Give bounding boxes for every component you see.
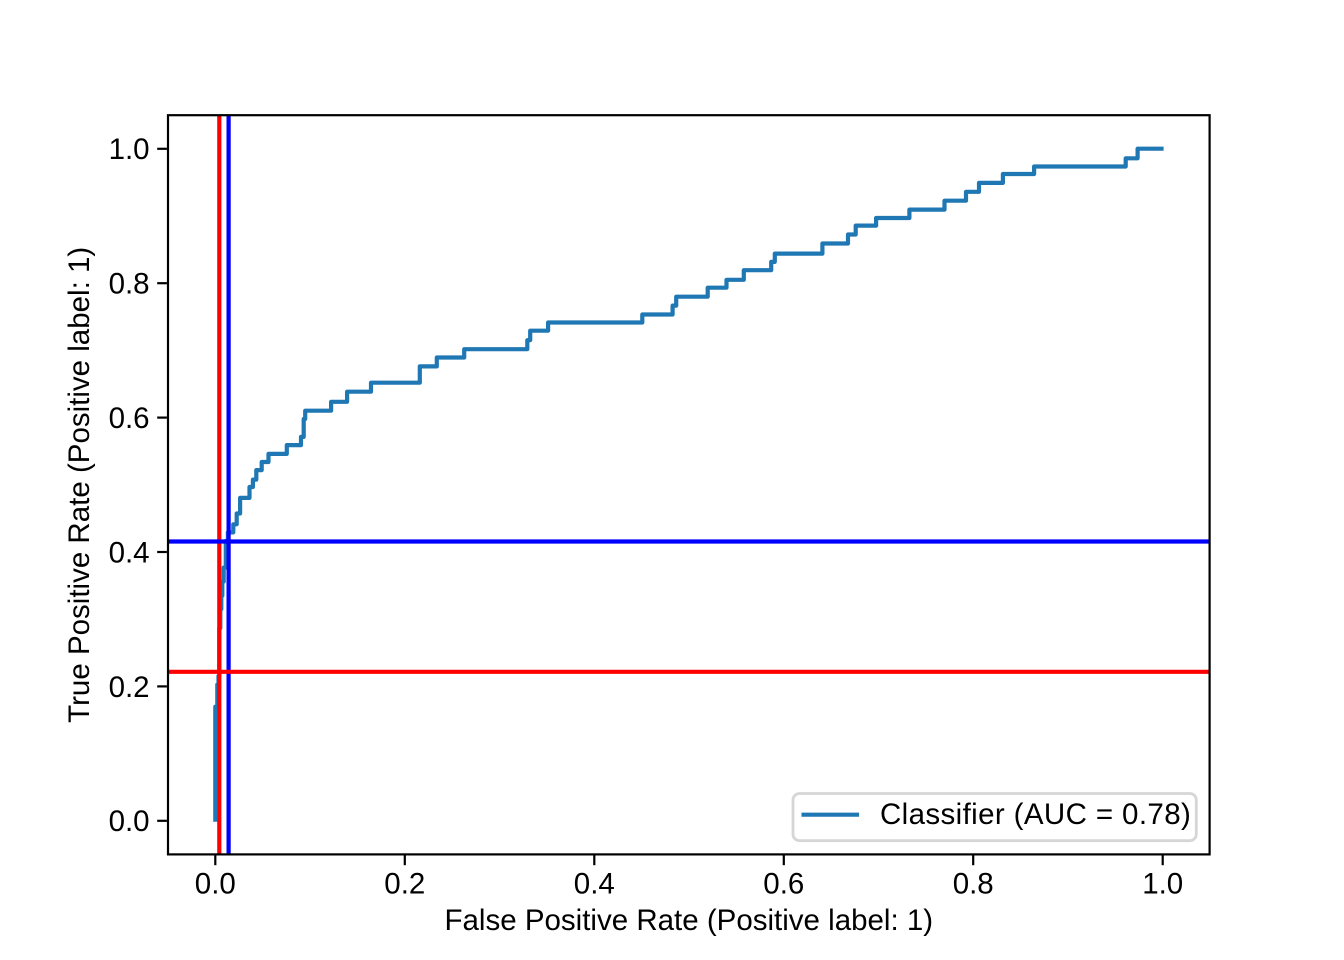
svg-text:1.0: 1.0 bbox=[109, 133, 150, 166]
svg-text:False Positive Rate (Positive: False Positive Rate (Positive label: 1) bbox=[445, 904, 934, 937]
svg-text:0.6: 0.6 bbox=[763, 868, 804, 901]
svg-text:0.8: 0.8 bbox=[953, 868, 994, 901]
svg-text:0.2: 0.2 bbox=[384, 868, 425, 901]
svg-text:0.4: 0.4 bbox=[574, 868, 615, 901]
svg-text:Classifier (AUC = 0.78): Classifier (AUC = 0.78) bbox=[880, 798, 1191, 831]
svg-text:0.0: 0.0 bbox=[109, 805, 150, 838]
svg-text:0.6: 0.6 bbox=[109, 402, 150, 435]
svg-text:1.0: 1.0 bbox=[1142, 868, 1183, 901]
svg-text:0.2: 0.2 bbox=[109, 671, 150, 704]
svg-text:0.4: 0.4 bbox=[109, 536, 150, 569]
svg-text:0.8: 0.8 bbox=[109, 268, 150, 301]
svg-text:0.0: 0.0 bbox=[195, 868, 236, 901]
svg-text:True Positive Rate (Positive l: True Positive Rate (Positive label: 1) bbox=[63, 247, 96, 723]
